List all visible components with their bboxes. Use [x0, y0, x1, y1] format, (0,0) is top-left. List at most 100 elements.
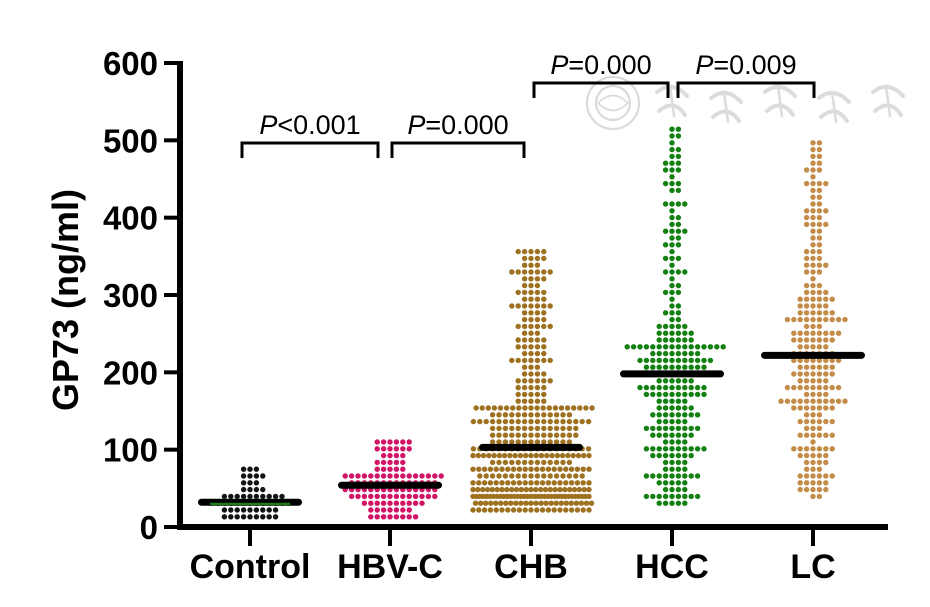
data-point	[669, 248, 675, 255]
data-point	[675, 500, 682, 506]
data-point	[387, 452, 393, 459]
data-point	[816, 282, 823, 289]
data-point	[528, 289, 534, 296]
data-point	[662, 500, 669, 506]
data-point	[810, 357, 816, 364]
data-point	[541, 439, 547, 445]
data-point	[521, 439, 528, 445]
data-point	[643, 391, 650, 398]
data-point	[484, 486, 491, 493]
data-point	[539, 507, 546, 513]
data-point	[534, 432, 541, 438]
data-point	[669, 316, 675, 323]
data-point	[682, 228, 688, 234]
data-point	[515, 418, 521, 425]
data-point	[547, 378, 553, 384]
data-point	[650, 412, 656, 418]
data-point	[481, 480, 488, 486]
data-point	[797, 303, 803, 309]
data-point	[412, 500, 419, 506]
data-point	[669, 384, 675, 391]
data-point	[669, 405, 675, 411]
data-point	[479, 405, 485, 411]
data-point	[803, 418, 810, 425]
data-point	[419, 473, 425, 479]
data-point	[476, 466, 482, 472]
data-point	[566, 425, 573, 432]
data-point	[803, 167, 810, 173]
data-point	[791, 357, 797, 364]
data-point	[400, 459, 406, 466]
data-point	[669, 228, 675, 234]
data-point	[528, 384, 534, 391]
data-point	[528, 330, 534, 336]
data-point	[557, 480, 563, 486]
data-point	[475, 486, 481, 493]
data-point	[675, 398, 682, 404]
data-point	[528, 316, 534, 323]
data-point	[560, 418, 566, 425]
data-point	[810, 364, 816, 370]
data-point	[823, 378, 829, 384]
data-point	[816, 330, 823, 336]
data-point	[496, 412, 502, 418]
data-point	[228, 514, 234, 520]
data-point	[823, 344, 829, 350]
data-point	[823, 262, 829, 268]
data-point	[393, 493, 400, 500]
data-point	[816, 398, 823, 404]
data-point	[829, 364, 835, 370]
data-point	[432, 493, 438, 500]
data-point	[470, 418, 477, 425]
data-point	[521, 371, 528, 377]
data-point	[816, 235, 823, 241]
data-point	[650, 344, 656, 350]
data-point	[810, 337, 816, 343]
p-value-label: P=0.000	[550, 50, 651, 80]
data-point	[829, 418, 835, 425]
data-point	[662, 480, 669, 486]
data-point	[551, 480, 557, 486]
data-point	[688, 473, 694, 479]
data-point	[669, 282, 675, 289]
data-point	[791, 398, 797, 404]
data-point	[272, 493, 279, 500]
data-point	[816, 378, 823, 384]
data-point	[562, 486, 568, 493]
data-point	[656, 344, 662, 350]
data-point	[669, 398, 675, 404]
data-point	[682, 418, 688, 425]
data-point	[803, 446, 810, 452]
data-point	[521, 337, 528, 343]
data-point	[528, 282, 534, 289]
data-point	[538, 500, 544, 506]
data-point	[228, 493, 234, 500]
data-point	[470, 452, 476, 459]
data-point	[669, 221, 675, 228]
data-point	[810, 432, 816, 438]
data-point	[557, 486, 563, 493]
data-point	[797, 384, 803, 391]
data-point	[630, 344, 637, 350]
data-point	[675, 466, 682, 472]
data-point	[521, 255, 528, 262]
data-point	[810, 276, 816, 282]
data-point	[682, 398, 688, 404]
data-point	[637, 357, 643, 364]
data-point	[714, 344, 720, 350]
data-point	[374, 439, 380, 445]
data-point	[517, 452, 524, 459]
data-point	[534, 378, 541, 384]
data-point	[669, 480, 675, 486]
data-point	[470, 480, 476, 486]
data-point	[675, 486, 682, 493]
data-point	[528, 255, 534, 262]
data-point	[541, 303, 547, 309]
data-point	[541, 255, 547, 262]
data-point	[541, 378, 547, 384]
data-point	[361, 473, 368, 479]
watermark-stroke	[884, 84, 892, 118]
data-point	[541, 350, 547, 357]
data-point	[810, 384, 816, 391]
data-point	[650, 446, 656, 452]
